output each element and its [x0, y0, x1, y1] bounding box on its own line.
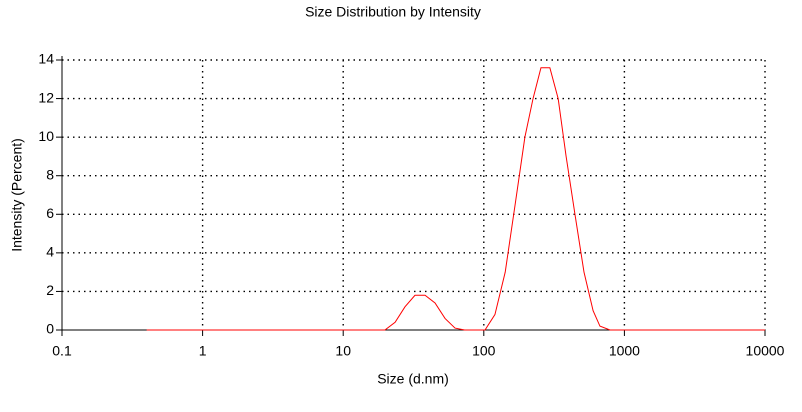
y-tick-label: 8	[46, 166, 54, 182]
y-tick-label: 2	[46, 282, 54, 298]
data-line	[146, 67, 765, 331]
y-axis-label: Intensity (Percent)	[9, 138, 25, 252]
x-tick-label: 10000	[746, 343, 785, 359]
x-tick-label: 100	[472, 343, 496, 359]
x-tick-label: 1000	[609, 343, 640, 359]
y-tick-label: 4	[46, 244, 54, 260]
y-tick-label: 12	[38, 89, 54, 105]
y-tick-label: 6	[46, 205, 54, 221]
chart-title: Size Distribution by Intensity	[305, 4, 481, 20]
y-tick-label: 14	[38, 51, 54, 67]
x-tick-label: 10	[335, 343, 351, 359]
x-tick-label: 0.1	[52, 343, 72, 359]
y-tick-label: 10	[38, 128, 54, 144]
x-tick-label: 1	[199, 343, 207, 359]
x-axis-label: Size (d.nm)	[377, 371, 449, 387]
y-tick-label: 0	[46, 321, 54, 337]
